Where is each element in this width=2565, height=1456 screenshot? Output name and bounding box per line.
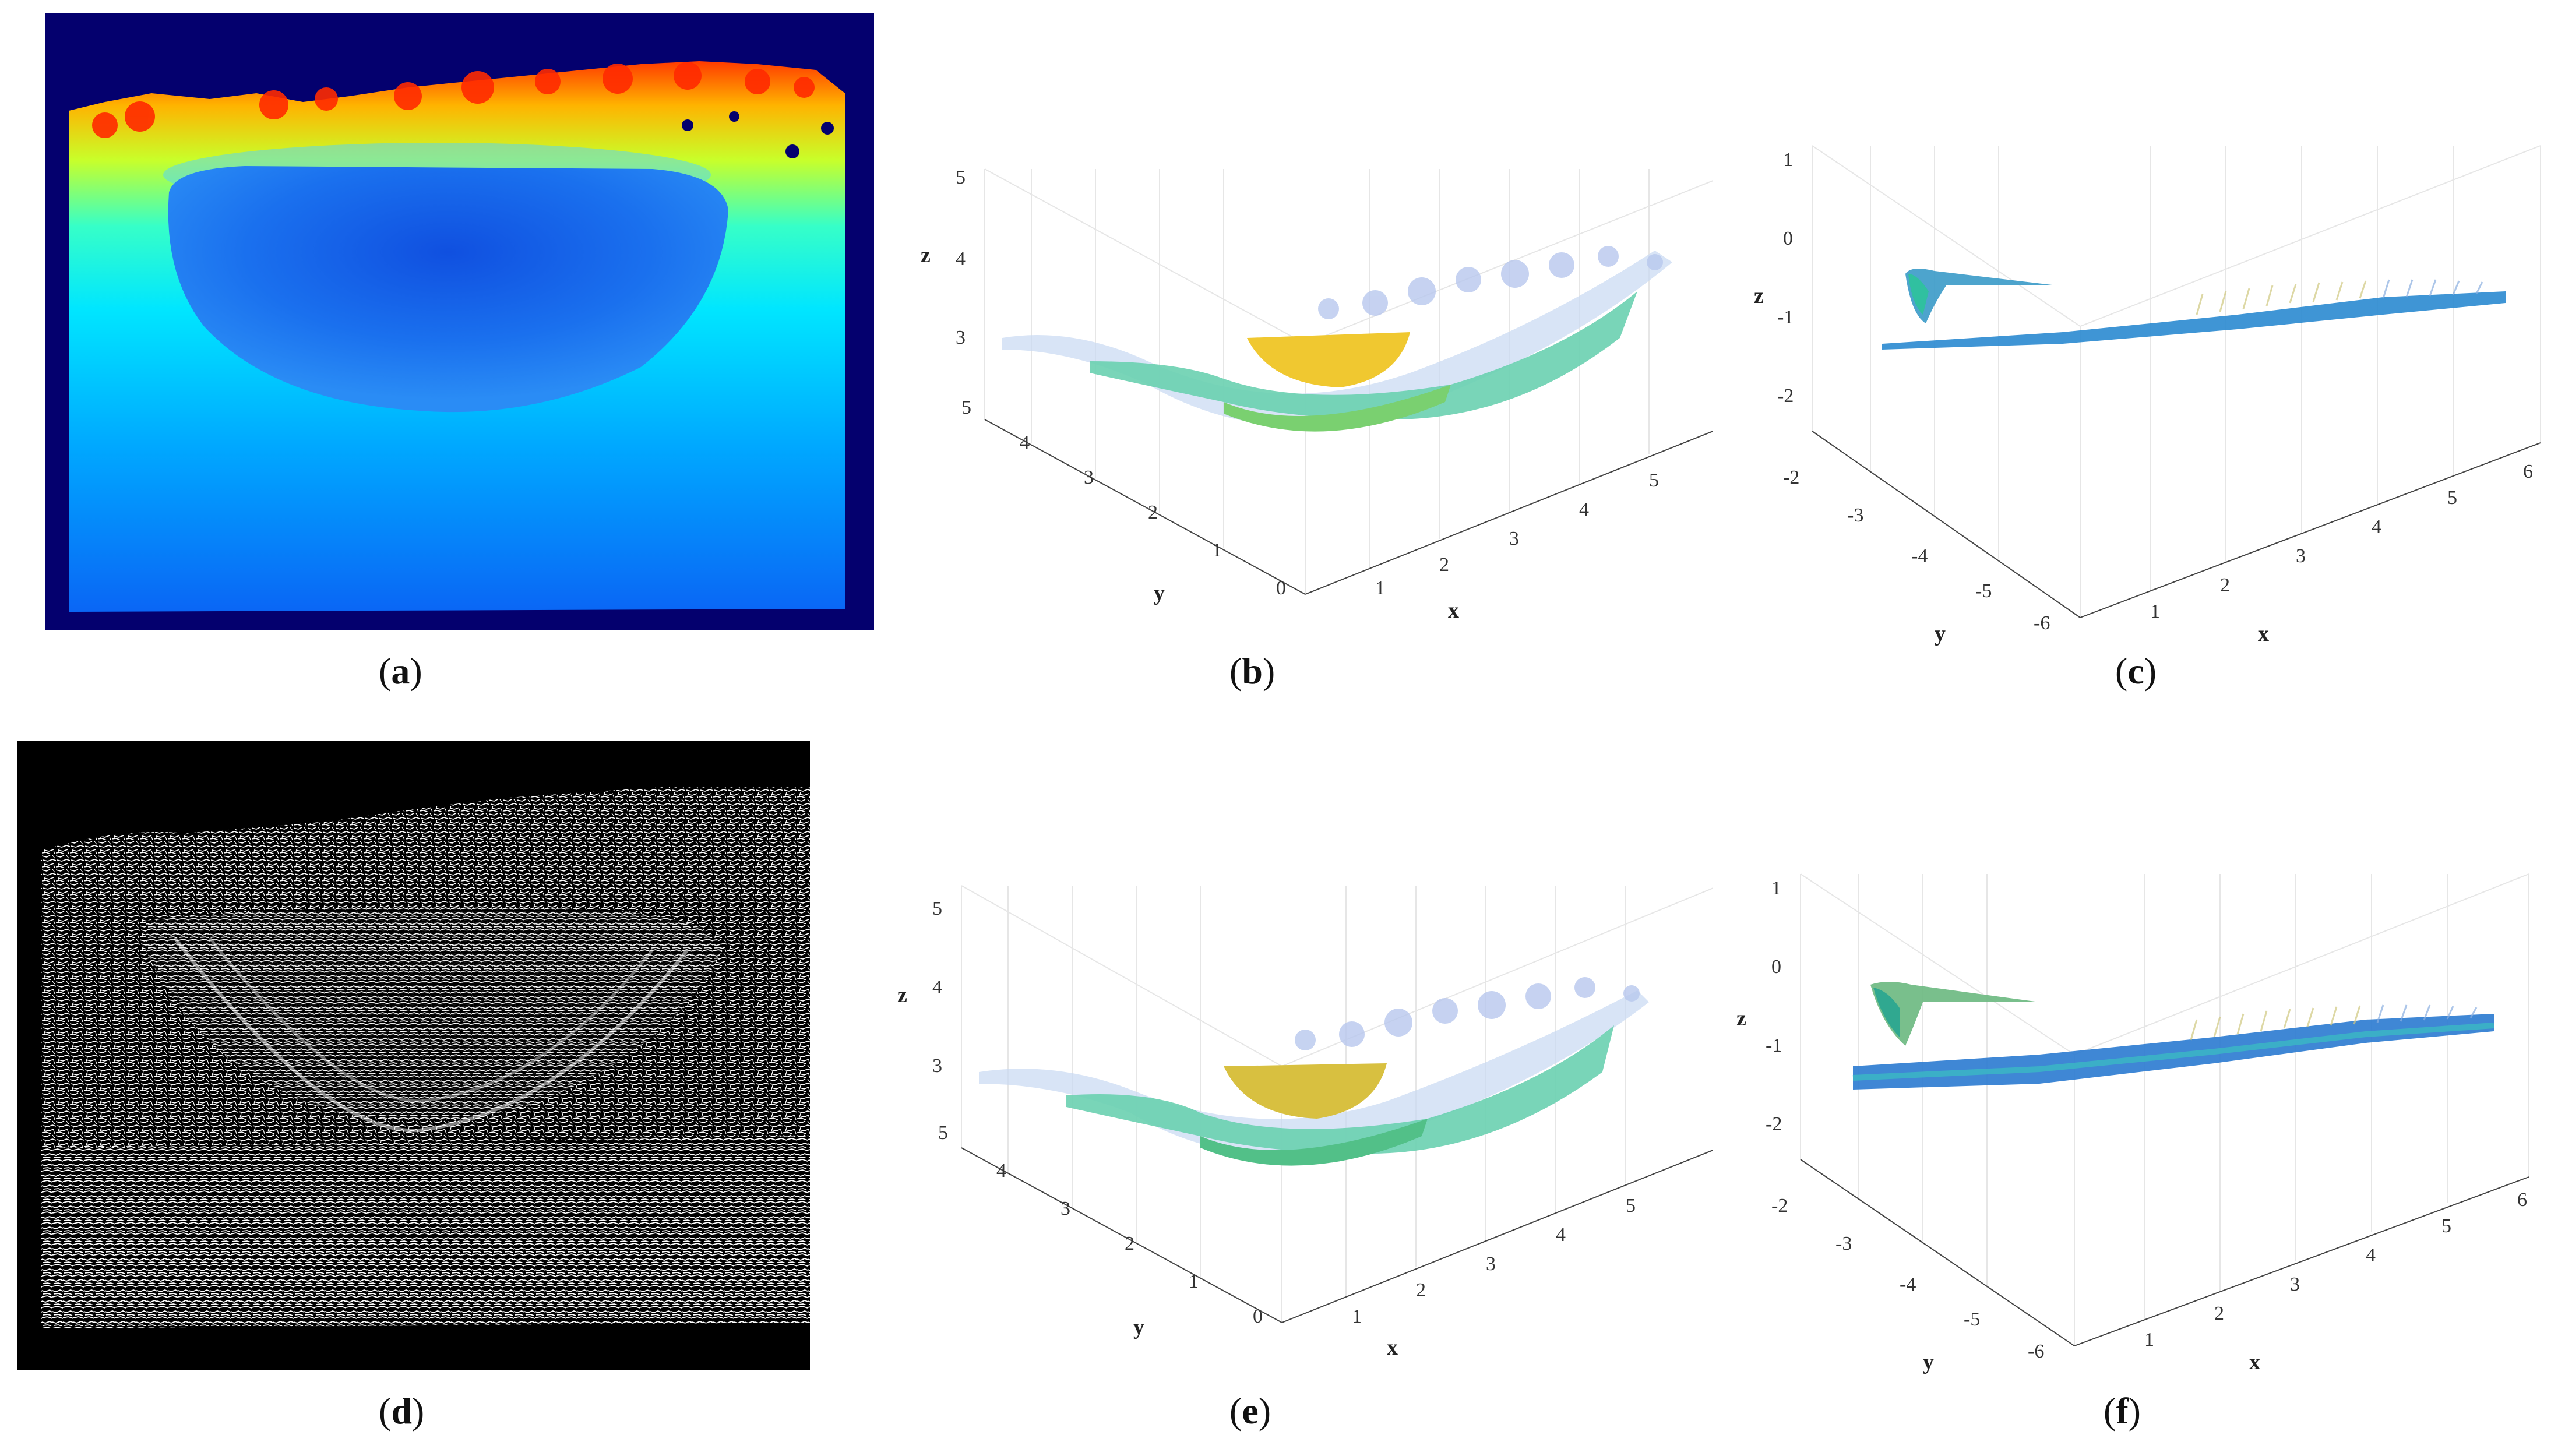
svg-text:-2: -2 bbox=[1766, 1113, 1782, 1135]
svg-text:0: 0 bbox=[1771, 956, 1781, 978]
svg-text:5: 5 bbox=[938, 1122, 948, 1144]
svg-text:4: 4 bbox=[1020, 432, 1030, 453]
svg-text:z: z bbox=[897, 983, 907, 1007]
svg-text:2: 2 bbox=[2220, 574, 2230, 596]
caption-a: (a) bbox=[379, 650, 422, 692]
svg-text:-6: -6 bbox=[2028, 1341, 2044, 1362]
svg-text:3: 3 bbox=[1509, 528, 1519, 549]
svg-text:1: 1 bbox=[1771, 877, 1781, 899]
svg-text:4: 4 bbox=[932, 976, 942, 998]
svg-text:6: 6 bbox=[2523, 461, 2533, 482]
svg-text:3: 3 bbox=[2296, 545, 2306, 567]
svg-text:-2: -2 bbox=[1783, 467, 1799, 488]
svg-text:x: x bbox=[2258, 622, 2269, 646]
svg-text:x: x bbox=[1448, 598, 1459, 623]
svg-text:1: 1 bbox=[2144, 1329, 2154, 1351]
binary-texture-image bbox=[17, 741, 810, 1370]
svg-text:1: 1 bbox=[2150, 601, 2160, 622]
svg-text:-1: -1 bbox=[1766, 1035, 1782, 1056]
svg-text:5: 5 bbox=[956, 167, 966, 188]
svg-text:-3: -3 bbox=[1847, 505, 1863, 526]
svg-text:1: 1 bbox=[1352, 1306, 1362, 1327]
svg-text:1: 1 bbox=[1375, 577, 1385, 599]
svg-text:y: y bbox=[1923, 1350, 1934, 1374]
svg-text:5: 5 bbox=[2447, 487, 2457, 509]
svg-text:1: 1 bbox=[1212, 540, 1222, 561]
svg-text:5: 5 bbox=[1649, 470, 1659, 491]
svg-text:y: y bbox=[1154, 581, 1165, 605]
svg-text:-6: -6 bbox=[2034, 612, 2050, 634]
panel-b: 5 4 3 z 5 4 3 2 1 0 y 1 2 3 4 5 x (b) bbox=[897, 0, 1713, 728]
svg-text:-2: -2 bbox=[1777, 385, 1794, 407]
svg-text:3: 3 bbox=[956, 327, 966, 348]
panel-e: 5 4 3 z 5 4 3 2 1 0 y 1 2 3 4 5 x (e) bbox=[862, 728, 1713, 1456]
point-cloud-c: 1 0 -1 -2 z -2 -3 -4 -5 -6 y 1 2 3 4 5 6… bbox=[1754, 145, 2541, 646]
svg-text:z: z bbox=[921, 243, 931, 267]
svg-text:-5: -5 bbox=[1975, 580, 1992, 602]
svg-text:5: 5 bbox=[1626, 1195, 1636, 1217]
depth-map-image bbox=[45, 13, 874, 630]
svg-text:z: z bbox=[1754, 284, 1764, 308]
caption-e: (e) bbox=[1229, 1390, 1271, 1432]
panel-c: 1 0 -1 -2 z -2 -3 -4 -5 -6 y 1 2 3 4 5 6… bbox=[1713, 0, 2564, 728]
svg-text:y: y bbox=[1935, 622, 1946, 646]
svg-text:5: 5 bbox=[932, 898, 942, 919]
svg-text:4: 4 bbox=[956, 248, 966, 270]
point-cloud-b: 5 4 3 z 5 4 3 2 1 0 y 1 2 3 4 5 x bbox=[921, 167, 1713, 623]
svg-text:2: 2 bbox=[2214, 1303, 2224, 1324]
svg-text:5: 5 bbox=[961, 397, 971, 418]
svg-text:0: 0 bbox=[1276, 577, 1286, 599]
svg-text:x: x bbox=[1387, 1335, 1398, 1360]
svg-text:3: 3 bbox=[1060, 1198, 1070, 1219]
panel-f: 1 0 -1 -2 z -2 -3 -4 -5 -6 y 1 2 3 4 5 6… bbox=[1713, 728, 2564, 1456]
svg-text:x: x bbox=[2249, 1350, 2260, 1374]
caption-f: (f) bbox=[2104, 1390, 2141, 1432]
svg-text:-4: -4 bbox=[1900, 1274, 1916, 1295]
svg-text:2: 2 bbox=[1439, 554, 1449, 576]
svg-text:2: 2 bbox=[1416, 1279, 1426, 1301]
svg-text:4: 4 bbox=[1556, 1224, 1566, 1246]
svg-text:z: z bbox=[1736, 1006, 1746, 1031]
svg-text:5: 5 bbox=[2441, 1215, 2451, 1237]
svg-text:4: 4 bbox=[2366, 1245, 2376, 1266]
caption-b: (b) bbox=[1229, 650, 1276, 692]
svg-text:-2: -2 bbox=[1771, 1195, 1788, 1217]
svg-text:4: 4 bbox=[996, 1160, 1006, 1182]
svg-text:1: 1 bbox=[1189, 1271, 1199, 1292]
svg-text:6: 6 bbox=[2517, 1189, 2527, 1211]
svg-text:-4: -4 bbox=[1911, 545, 1928, 567]
svg-text:4: 4 bbox=[2372, 516, 2381, 538]
caption-c: (c) bbox=[2115, 650, 2157, 692]
point-cloud-f: 1 0 -1 -2 z -2 -3 -4 -5 -6 y 1 2 3 4 5 6… bbox=[1736, 873, 2529, 1374]
svg-text:-1: -1 bbox=[1777, 306, 1794, 328]
svg-text:0: 0 bbox=[1783, 228, 1793, 249]
svg-text:2: 2 bbox=[1148, 502, 1158, 523]
svg-text:3: 3 bbox=[1486, 1253, 1496, 1275]
svg-text:2: 2 bbox=[1125, 1233, 1134, 1254]
panel-a: (a) bbox=[0, 0, 909, 728]
svg-text:y: y bbox=[1133, 1315, 1144, 1339]
svg-text:3: 3 bbox=[2290, 1274, 2300, 1295]
panel-d: (d) bbox=[0, 728, 909, 1456]
svg-text:4: 4 bbox=[1579, 499, 1589, 520]
svg-text:1: 1 bbox=[1783, 149, 1793, 171]
svg-text:3: 3 bbox=[932, 1055, 942, 1077]
svg-text:0: 0 bbox=[1253, 1306, 1263, 1327]
svg-text:-3: -3 bbox=[1835, 1233, 1852, 1254]
caption-d: (d) bbox=[379, 1390, 425, 1432]
svg-text:-5: -5 bbox=[1964, 1309, 1980, 1330]
point-cloud-e: 5 4 3 z 5 4 3 2 1 0 y 1 2 3 4 5 x bbox=[897, 885, 1713, 1360]
svg-text:3: 3 bbox=[1084, 467, 1094, 488]
